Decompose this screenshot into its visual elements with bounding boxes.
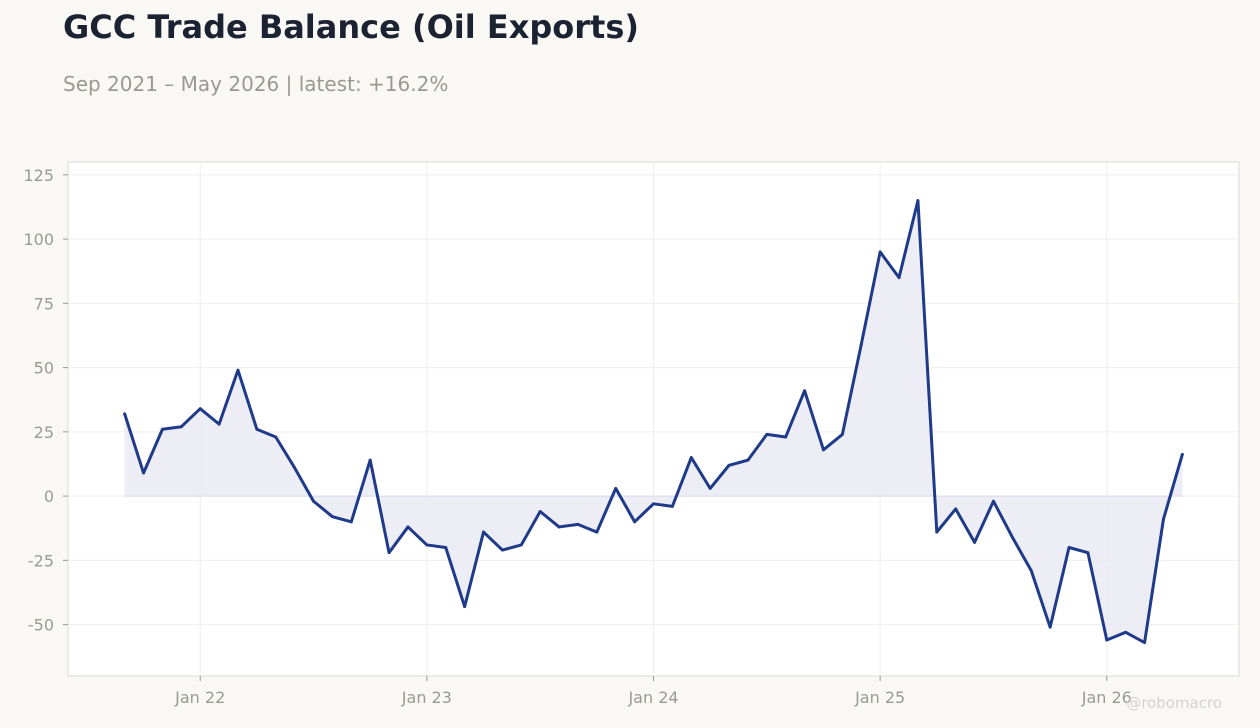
data-point xyxy=(236,368,240,372)
x-tick-label: Jan 25 xyxy=(854,688,905,707)
data-point xyxy=(501,548,504,552)
data-point xyxy=(444,546,448,549)
data-point xyxy=(992,499,995,503)
y-tick-label: 50 xyxy=(34,359,54,378)
data-point xyxy=(784,435,788,439)
data-point xyxy=(142,471,145,475)
data-point xyxy=(1124,630,1128,634)
data-point xyxy=(1143,641,1146,644)
data-point xyxy=(425,543,429,547)
data-point xyxy=(746,458,750,462)
x-tick-label: Jan 26 xyxy=(1081,688,1132,707)
data-point xyxy=(576,522,580,526)
data-point xyxy=(1048,625,1052,629)
data-point xyxy=(954,507,958,511)
y-tick-label: -50 xyxy=(28,616,54,635)
y-tick-label: 75 xyxy=(34,294,54,313)
data-point xyxy=(1162,517,1165,521)
y-tick-label: 100 xyxy=(23,230,54,249)
data-point xyxy=(708,486,712,490)
data-point xyxy=(1086,551,1090,555)
data-point xyxy=(595,530,599,534)
data-point xyxy=(198,407,202,411)
chart-subtitle: Sep 2021 – May 2026 | latest: +16.2% xyxy=(63,72,449,96)
watermark: @robomacro xyxy=(1126,694,1222,712)
data-point xyxy=(916,199,920,202)
data-point xyxy=(161,427,164,431)
area-fill-layer xyxy=(124,200,1183,643)
data-point xyxy=(482,530,485,534)
chart-title: GCC Trade Balance (Oil Exports) xyxy=(63,8,639,46)
data-point xyxy=(1067,546,1071,549)
data-point xyxy=(349,520,353,524)
data-point xyxy=(217,422,221,426)
y-tick-label: 0 xyxy=(44,487,54,506)
series-area xyxy=(124,200,1183,643)
data-point xyxy=(312,499,315,503)
y-tick-label: 125 xyxy=(23,166,54,185)
y-tick-label: 25 xyxy=(34,423,54,442)
data-point xyxy=(803,389,806,393)
data-point xyxy=(538,510,542,513)
x-tick-label: Jan 23 xyxy=(401,688,452,707)
data-point xyxy=(519,543,523,547)
data-point xyxy=(123,412,127,416)
data-point xyxy=(633,520,637,524)
data-point xyxy=(463,605,467,609)
data-point xyxy=(878,250,882,254)
x-tick-label: Jan 22 xyxy=(174,688,225,707)
data-point xyxy=(935,530,939,534)
x-axis-ticks: Jan 22 Jan 23 Jan 24 Jan 25 Jan 26 xyxy=(174,676,1132,707)
data-point xyxy=(765,433,769,436)
data-point xyxy=(274,435,278,439)
data-point xyxy=(822,448,825,452)
data-point xyxy=(973,540,976,544)
data-point xyxy=(670,504,674,508)
y-tick-label: -25 xyxy=(28,551,54,570)
x-tick-label: Jan 24 xyxy=(627,688,678,707)
data-point xyxy=(406,525,410,529)
data-point xyxy=(368,458,372,462)
data-point xyxy=(689,456,693,459)
y-axis-ticks: -50 -25 0 25 50 75 100 125 xyxy=(23,166,68,635)
data-point xyxy=(897,276,901,280)
data-point xyxy=(1180,453,1184,456)
data-point xyxy=(840,433,844,436)
data-point xyxy=(387,551,391,555)
data-point xyxy=(293,466,297,470)
data-point xyxy=(255,427,259,431)
data-point xyxy=(859,343,863,346)
data-point-layer xyxy=(123,199,1184,644)
data-point xyxy=(557,525,561,529)
data-point xyxy=(652,502,655,506)
data-point xyxy=(179,425,183,429)
data-point xyxy=(1010,535,1014,539)
data-point xyxy=(331,515,334,519)
data-point xyxy=(1105,638,1109,642)
data-point xyxy=(614,486,618,490)
data-point xyxy=(1029,569,1033,573)
data-point xyxy=(727,463,731,467)
